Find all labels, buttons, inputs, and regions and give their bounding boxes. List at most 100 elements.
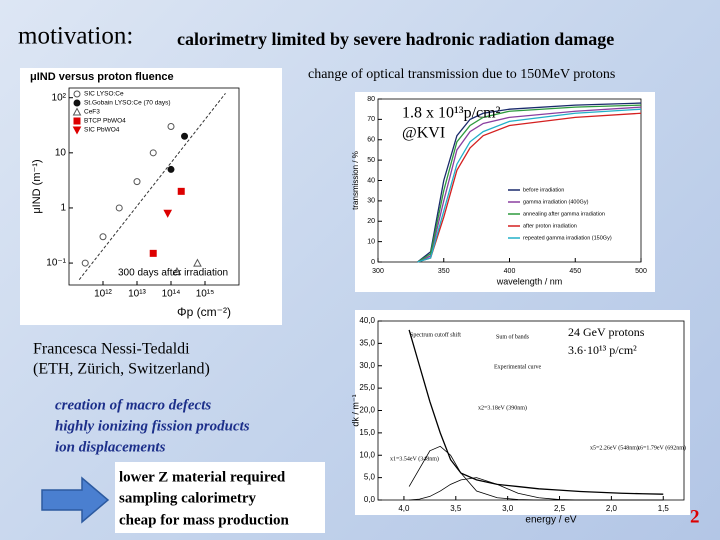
legend-label: SIC PbWO4 xyxy=(84,127,120,134)
legend-label: SIC LYSO:Ce xyxy=(84,91,124,98)
annotation: Spectrum cutoff shift xyxy=(410,331,461,338)
marker xyxy=(149,149,157,157)
line xyxy=(409,477,664,501)
x-tick-label: 450 xyxy=(569,268,581,275)
annotation: @KVI xyxy=(402,125,445,142)
conclusion-box xyxy=(115,462,325,533)
y-tick-label: 0,0 xyxy=(364,495,376,504)
legend-label: annealing after gamma irradiation xyxy=(523,211,605,217)
marker xyxy=(72,107,82,116)
figure-box xyxy=(20,68,282,325)
y-tick-label: 0 xyxy=(371,259,375,266)
legend-label: before irradiation xyxy=(523,187,564,193)
marker xyxy=(167,165,175,173)
y-tick-label: 60 xyxy=(367,137,375,144)
marker xyxy=(73,99,81,107)
subtitle: calorimetry limited by severe hadronic r… xyxy=(177,29,614,49)
y-tick-label: 70 xyxy=(367,116,375,123)
x-tick-label: 4,0 xyxy=(398,504,410,513)
arrow xyxy=(41,476,110,524)
x-tick-label: 10¹⁴ xyxy=(162,289,181,300)
figure-box xyxy=(355,92,655,292)
y-axis-label: transmission / % xyxy=(351,151,360,210)
line xyxy=(417,102,642,263)
x-tick-label: 10¹² xyxy=(94,289,112,300)
x-tick-label: 500 xyxy=(635,268,647,275)
y-tick-label: 10 xyxy=(367,238,375,245)
y-tick-label: 10⁻¹ xyxy=(46,258,66,269)
figure-box xyxy=(355,310,690,515)
marker xyxy=(181,132,189,140)
marker xyxy=(73,117,81,125)
marker xyxy=(177,187,185,195)
marker xyxy=(133,178,141,186)
legend-label: after proton irradiation xyxy=(523,223,577,229)
y-tick-label: 40 xyxy=(367,177,375,184)
marker xyxy=(115,204,123,212)
legend-label: BTCP PbWO4 xyxy=(84,118,126,125)
line xyxy=(417,104,642,263)
marker xyxy=(149,249,157,257)
conclusion: lower Z material required xyxy=(119,469,286,485)
y-tick-label: 10,0 xyxy=(359,450,375,459)
annotation: 3.6·10¹³ p/cm² xyxy=(568,343,637,357)
y-tick-label: 50 xyxy=(367,157,375,164)
x-tick-label: 350 xyxy=(438,268,450,275)
author: (ETH, Zürich, Switzerland) xyxy=(33,361,210,378)
marker xyxy=(73,90,81,98)
x-tick-label: 3,5 xyxy=(450,504,462,513)
y-tick-label: 20 xyxy=(367,218,375,225)
annotation: Sum of bands xyxy=(496,333,530,340)
bullet: highly ionizing fission products xyxy=(55,418,250,434)
annotation: 1.8 x 10¹³p/cm² xyxy=(402,105,501,122)
title: motivation: xyxy=(18,23,133,50)
annotation: x5=2.26eV (548nm) xyxy=(590,444,639,451)
x-axis-label: wavelength / nm xyxy=(496,276,563,286)
x-tick-label: 2,5 xyxy=(554,504,566,513)
y-axis-label: μIND (m⁻¹) xyxy=(31,159,43,213)
marker xyxy=(81,259,89,267)
marker xyxy=(172,267,182,276)
marker xyxy=(163,209,173,218)
annotation: 300 days after irradiation xyxy=(118,268,228,279)
y-tick-label: 15,0 xyxy=(359,428,375,437)
y-tick-label: 10 xyxy=(55,147,67,158)
annotation: x1=3.54eV (348nm) xyxy=(390,455,439,462)
x-axis-label: Φp (cm⁻²) xyxy=(177,305,231,319)
y-tick-label: 80 xyxy=(367,96,375,103)
marker xyxy=(99,233,107,241)
plot-frame xyxy=(68,87,240,286)
x-tick-label: 400 xyxy=(504,268,516,275)
marker xyxy=(72,126,82,135)
y-tick-label: 20,0 xyxy=(359,406,375,415)
legend-label: gamma irradiation (400Gy) xyxy=(523,199,589,205)
y-tick-label: 30,0 xyxy=(359,361,375,370)
legend-label: repeated gamma irradiation (150Gy) xyxy=(523,235,612,241)
y-tick-label: 35,0 xyxy=(359,338,375,347)
x-tick-label: 300 xyxy=(372,268,384,275)
legend-label: CeF3 xyxy=(84,109,100,116)
figure: 300 350 400 450 500 0 10 20 30 40 50 60 70 80 waveleng… xyxy=(351,96,647,287)
marker xyxy=(167,123,175,131)
conclusion: cheap for mass production xyxy=(119,512,290,528)
figure-title: μIND versus proton fluence xyxy=(30,71,174,83)
line xyxy=(417,106,642,263)
x-tick-label: 1,5 xyxy=(658,504,670,513)
bullet: ion displacements xyxy=(55,439,166,455)
y-tick-label: 40,0 xyxy=(359,316,375,325)
y-tick-label: 30 xyxy=(367,198,375,205)
x-tick-label: 3,0 xyxy=(502,504,514,513)
y-tick-label: 1 xyxy=(60,203,66,214)
line xyxy=(417,108,642,263)
author: Francesca Nessi-Tedaldi xyxy=(33,341,190,358)
x-tick-label: 10¹³ xyxy=(128,289,146,300)
caption: change of optical transmission due to 15… xyxy=(308,67,615,82)
annotation: x6=1.79eV (692nm) xyxy=(637,444,686,451)
figure: 4,0 3,5 3,0 2,5 2,0 1,5 0,0 5,0 10,0 15,0 20,0 25,0… xyxy=(350,316,686,526)
line xyxy=(408,329,664,495)
figure: 10¹² 10¹³ 10¹⁴ 10¹⁵ 10² 10 1 10⁻¹ Φp (cm⁻²) μIND … xyxy=(30,71,240,319)
page-number: 2 xyxy=(690,506,700,527)
annotation: x2=3.18eV (390nm) xyxy=(478,404,527,411)
